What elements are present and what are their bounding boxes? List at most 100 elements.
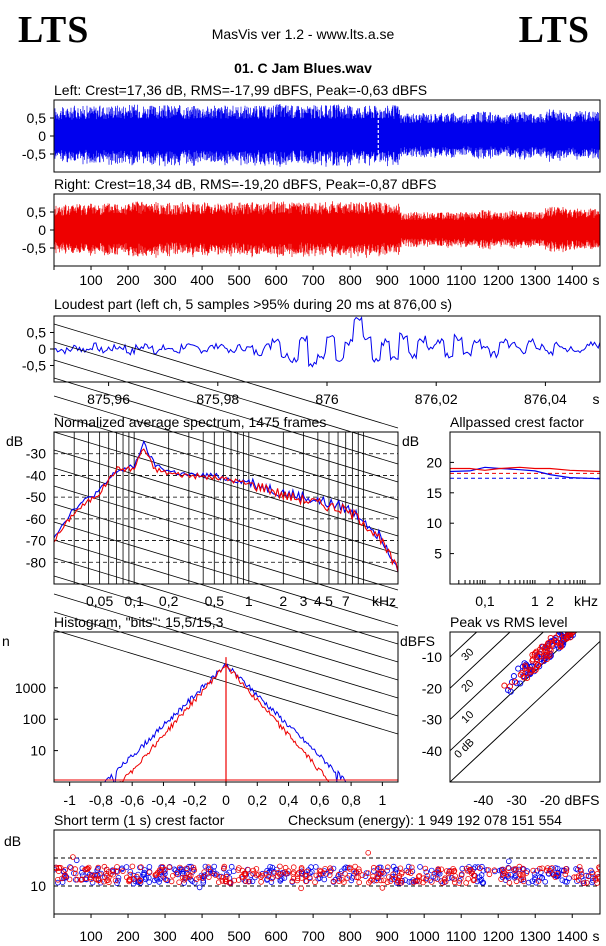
spectrum-frame — [53, 431, 399, 585]
waveform-time-axis-tick-label: 800 — [338, 272, 362, 288]
peak-vs-rms-point — [566, 622, 571, 627]
short-term-crest-point — [129, 863, 136, 870]
short-term-crest-point — [520, 866, 527, 873]
short-term-crest-point — [138, 864, 144, 870]
short-term-crest-xtick-label: 300 — [153, 928, 177, 944]
peak-vs-rms-point — [557, 632, 563, 634]
peak-vs-rms-point — [570, 617, 575, 622]
short-term-crest-point — [564, 879, 570, 885]
short-term-crest-point — [539, 874, 545, 881]
peak-vs-rms-point — [576, 609, 581, 614]
spectrum-xtick-label: 7 — [342, 593, 350, 609]
loudest-part-line — [53, 316, 601, 368]
short-term-crest-point — [552, 874, 559, 880]
short-term-crest-point — [576, 864, 583, 870]
short-term-crest-point — [405, 869, 412, 875]
peak-vs-rms-point — [556, 632, 563, 635]
allpassed-ylabel: dB — [402, 433, 419, 449]
short-term-crest-point — [258, 879, 264, 885]
short-term-crest-point — [153, 871, 160, 877]
short-term-crest-point — [190, 864, 197, 871]
peak-vs-rms-point — [572, 617, 577, 622]
short-term-crest-point — [442, 878, 449, 885]
short-term-crest-point — [552, 865, 559, 871]
left-waveform-frame — [53, 99, 601, 173]
short-term-crest-xtick-label: 1300 — [520, 928, 551, 944]
short-term-crest-point — [346, 864, 353, 871]
spectrum-xunit: kHz — [372, 593, 396, 609]
short-term-crest-point — [563, 866, 569, 872]
short-term-crest-point — [379, 885, 386, 891]
peak-vs-rms-point — [541, 649, 548, 656]
short-term-crest-point — [296, 869, 302, 876]
short-term-crest-point — [290, 864, 297, 870]
short-term-crest-point — [176, 879, 182, 886]
short-term-crest-point — [574, 878, 580, 884]
short-term-crest-point — [282, 869, 288, 875]
short-term-crest-point — [384, 879, 391, 886]
spectrum-ytick-label: -70 — [26, 533, 46, 549]
short-term-crest-point — [456, 880, 462, 886]
waveform-time-axis-tick-label: 1100 — [446, 272, 476, 288]
loudest-part-frame — [53, 315, 601, 383]
short-term-crest-point — [172, 867, 179, 874]
short-term-crest-point — [323, 871, 330, 877]
short-term-crest-point — [72, 866, 78, 872]
spectrum-slope-line — [53, 485, 399, 591]
spectrum-slope-line — [53, 539, 399, 645]
short-term-crest-point — [336, 875, 342, 882]
short-term-crest-point — [424, 872, 431, 879]
short-term-crest-point — [409, 868, 416, 875]
spectrum-ytick-label: -40 — [26, 467, 46, 483]
peak-vs-rms-point — [565, 632, 572, 637]
peak-vs-rms-xtick-label: -30 — [507, 792, 527, 808]
allpassed-xtick-label: 1 — [531, 593, 539, 609]
short-term-crest-point — [505, 864, 512, 871]
peak-vs-rms-point — [538, 643, 545, 650]
peak-vs-rms-point — [566, 623, 571, 628]
short-term-crest-point — [512, 866, 519, 872]
peak-vs-rms-point — [529, 651, 536, 658]
short-term-crest-point — [398, 871, 405, 877]
peak-vs-rms-point — [578, 623, 583, 628]
loudest-part-xtick-label: 876,04 — [524, 391, 567, 407]
short-term-crest-point — [428, 867, 435, 874]
peak-vs-rms-point — [501, 682, 508, 689]
short-term-crest-point — [530, 867, 536, 874]
peak-vs-rms-point — [574, 626, 579, 631]
histogram-xtick-label: 0,8 — [341, 792, 361, 808]
short-term-crest-point — [289, 878, 296, 884]
short-term-crest-point — [422, 865, 429, 872]
peak-vs-rms-point — [579, 619, 584, 624]
short-term-crest-point — [585, 873, 592, 880]
peak-vs-rms-point — [580, 621, 585, 626]
short-term-crest-point — [520, 871, 526, 878]
peak-vs-rms-title: Peak vs RMS level — [450, 614, 568, 630]
short-term-crest-point — [245, 878, 252, 885]
short-term-crest-point — [571, 874, 577, 880]
short-term-crest-point — [199, 875, 206, 881]
short-term-crest-point — [177, 864, 183, 871]
short-term-crest-point — [566, 875, 572, 882]
short-term-crest-xtick-label: 500 — [227, 928, 251, 944]
peak-vs-rms-point — [568, 619, 573, 624]
peak-vs-rms-diagonal-label: 30 — [459, 646, 476, 663]
spectrum-xtick-label: 0,1 — [124, 593, 144, 609]
short-term-crest-point — [478, 872, 485, 878]
short-term-crest-point — [307, 875, 313, 882]
spectrum-xtick-label: 5 — [325, 593, 333, 609]
right-channel-title: Right: Crest=18,34 dB, RMS=-19,20 dBFS, … — [54, 176, 437, 192]
waveform-time-axis-tick-label: 400 — [190, 272, 214, 288]
histogram-ylabel: n — [2, 633, 10, 649]
short-term-crest-xtick-label: 200 — [116, 928, 140, 944]
short-term-crest-point — [196, 874, 203, 881]
logo-left: LTS — [18, 9, 90, 51]
peak-vs-rms-point — [506, 683, 514, 690]
peak-vs-rms-point — [587, 612, 592, 617]
short-term-crest-point — [581, 880, 587, 886]
short-term-crest-point — [67, 864, 73, 870]
short-term-crest-xtick-label: 100 — [79, 928, 103, 944]
short-term-crest-point — [113, 868, 120, 874]
waveform-time-axis-tick-label: 500 — [227, 272, 251, 288]
